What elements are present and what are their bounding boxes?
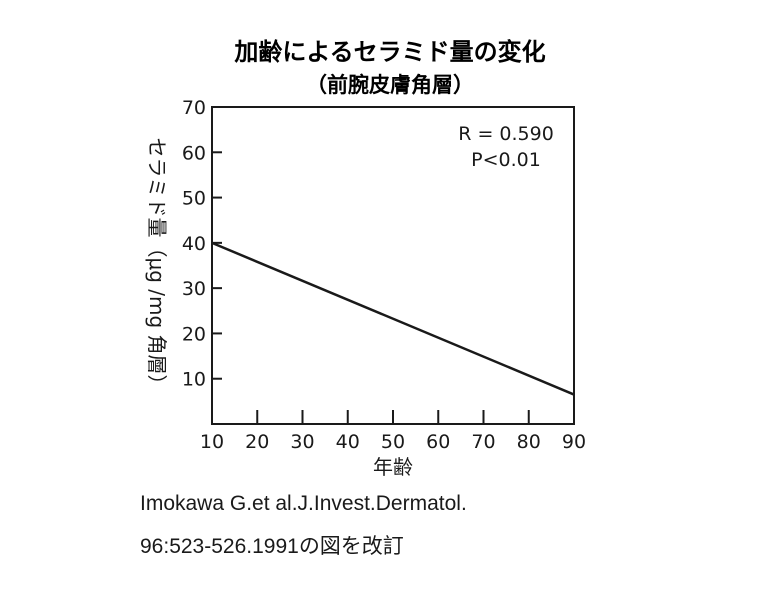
stat-annotation-1: P<0.01 [471,149,541,171]
y-tick-label-20: 20 [182,323,206,345]
x-tick-label-90: 90 [562,431,586,453]
x-axis-label: 年齢 [373,455,413,479]
y-tick-label-30: 30 [182,278,206,300]
series-line-0 [211,241,575,396]
citation-line-2: 96:523-526.1991の図を改訂 [140,535,404,558]
x-tick-label-40: 40 [336,431,360,453]
y-tick-label-50: 50 [182,188,206,210]
citation-line-1: Imokawa G.et al.J.Invest.Dermatol. [140,492,467,515]
y-tick-label-10: 10 [182,369,206,391]
x-tick-label-80: 80 [517,431,541,453]
x-tick-label-50: 50 [381,431,405,453]
x-tick-label-30: 30 [290,431,314,453]
y-axis-label: セラミド量（μg /mg 角層） [145,137,169,394]
chart-subtitle: （前腕皮膚角層） [306,73,474,97]
y-tick-label-70: 70 [182,97,206,119]
plot-layer: 10 20 30 40 50 60 70 10 20 30 40 50 60 70 80 90 R = 0.59… [182,97,586,453]
x-tick-label-70: 70 [471,431,495,453]
chart-title: 加齢によるセラミド量の変化 [234,38,545,66]
x-tick-label-10: 10 [200,431,224,453]
stat-annotation-0: R = 0.590 [458,123,554,145]
y-tick-label-40: 40 [182,233,206,255]
y-tick-label-60: 60 [182,142,206,164]
x-tick-label-20: 20 [245,431,269,453]
x-tick-label-60: 60 [426,431,450,453]
